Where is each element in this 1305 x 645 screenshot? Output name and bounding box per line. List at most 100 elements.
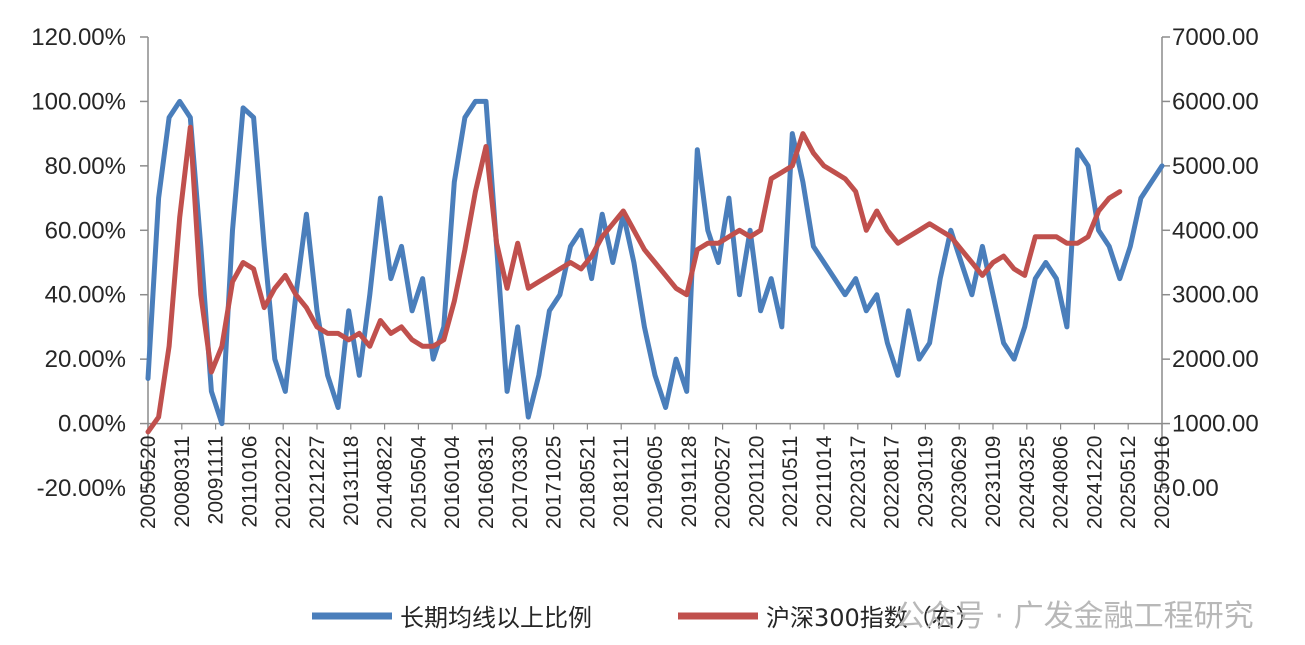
series-0-point xyxy=(759,310,762,312)
series-1-point xyxy=(981,274,984,277)
x-tick-label: 20250916 xyxy=(1151,436,1174,529)
series-1-point xyxy=(707,242,709,244)
series-1-point xyxy=(696,248,699,251)
x-tick-label: 20210511 xyxy=(779,436,802,528)
series-1-point xyxy=(1119,190,1121,193)
series-0-point xyxy=(1150,181,1153,183)
series-0-point xyxy=(643,326,646,328)
series-1-point xyxy=(538,281,540,283)
series-1-point xyxy=(897,242,899,244)
series-0-point xyxy=(802,181,804,183)
series-0-point xyxy=(728,197,730,199)
series-1-point xyxy=(178,216,181,219)
series-1-point xyxy=(347,339,350,341)
x-tick-label: 20180521 xyxy=(576,436,599,529)
series-0-point xyxy=(928,342,931,344)
series-0-point xyxy=(960,261,963,264)
series-0-point xyxy=(358,374,361,377)
x-tick-label: 20150504 xyxy=(407,435,430,529)
series-0-point xyxy=(633,261,635,264)
series-0-point xyxy=(326,374,329,377)
series-0-point xyxy=(907,310,910,312)
series-1-point xyxy=(812,152,815,154)
series-0-point xyxy=(1066,326,1068,328)
series-0-point xyxy=(1161,165,1163,167)
series-0-point xyxy=(950,229,952,232)
series-0-point xyxy=(865,310,868,312)
series-1-point xyxy=(421,345,424,348)
series-0-point xyxy=(770,277,772,280)
right-y-tick-label: 1000.00 xyxy=(1172,411,1259,438)
watermark: 公众号 · 广发金融工程研究 xyxy=(895,599,1254,634)
series-0-point xyxy=(1023,326,1026,328)
series-1-point xyxy=(379,319,382,322)
series-1-point xyxy=(992,261,994,264)
series-0-point xyxy=(696,148,699,151)
x-tick-label: 20131118 xyxy=(340,436,363,526)
x-tick-label: 20170330 xyxy=(509,436,532,529)
series-0-point xyxy=(548,310,551,312)
series-1-point xyxy=(612,223,614,225)
series-0-point xyxy=(654,374,656,377)
x-tick-label: 20230119 xyxy=(914,436,937,528)
series-0-point xyxy=(516,326,519,328)
series-1-point xyxy=(728,235,730,238)
series-0-point xyxy=(464,116,466,119)
series-1-point xyxy=(337,332,339,335)
series-1-point xyxy=(759,229,762,232)
series-0-point xyxy=(559,293,561,296)
right-y-tick-label: 4000.00 xyxy=(1172,217,1259,244)
series-0-point xyxy=(200,245,202,248)
series-1-point xyxy=(252,268,255,270)
series-1-point xyxy=(1045,235,1047,238)
series-1-point xyxy=(358,332,361,335)
series-1-point xyxy=(326,332,329,335)
series-1-point xyxy=(200,293,202,296)
series-0-point xyxy=(738,293,741,296)
series-0-point xyxy=(527,416,530,418)
series-1-point xyxy=(1108,197,1110,199)
series-1-point xyxy=(971,261,973,264)
series-1-point xyxy=(316,326,318,328)
series-0-point xyxy=(231,229,234,232)
left-y-tick-label: 20.00% xyxy=(45,346,126,373)
right-y-tick-label: 7000.00 xyxy=(1172,24,1259,51)
series-0-point xyxy=(284,390,287,393)
x-tick-label: 20230629 xyxy=(948,436,971,529)
series-0-point xyxy=(453,181,456,183)
series-1-point xyxy=(823,165,825,167)
series-1-point xyxy=(1013,268,1015,270)
series-1-point xyxy=(221,345,223,348)
series-0-point xyxy=(1097,229,1100,232)
right-y-tick-label: 5000.00 xyxy=(1172,153,1259,180)
series-1-point xyxy=(284,274,287,277)
series-1-point xyxy=(495,242,498,244)
series-1-point xyxy=(474,190,477,193)
series-0-point xyxy=(580,229,582,232)
series-1-point xyxy=(453,300,456,303)
series-0-point xyxy=(707,229,709,232)
series-1-point xyxy=(432,345,435,348)
series-0-point xyxy=(1108,245,1110,248)
series-0-point xyxy=(485,100,487,103)
series-0-point xyxy=(833,277,836,280)
series-1-point xyxy=(506,287,508,290)
series-0-point xyxy=(612,261,614,264)
left-y-axis-ticks: 120.00% 100.00% 80.00% 60.00% 40.00% 20.00% 0.… xyxy=(31,24,148,502)
series-0-point xyxy=(1140,197,1142,199)
left-y-tick-label: 120.00% xyxy=(31,24,126,51)
x-tick-label: 20241220 xyxy=(1083,436,1106,529)
series-1-point xyxy=(791,165,794,167)
series-1-point xyxy=(643,248,646,251)
series-1-point xyxy=(802,132,804,135)
series-1-point xyxy=(717,242,720,244)
series-1-point xyxy=(675,287,677,290)
series-1-point xyxy=(865,229,868,232)
series-0-point xyxy=(411,310,413,312)
legend-label-series-1: 沪深300指数（右） xyxy=(766,604,980,632)
series-0-point xyxy=(168,116,170,119)
series-0-point xyxy=(474,100,477,103)
x-tick-label: 20171025 xyxy=(543,436,566,529)
series-1-point xyxy=(1023,274,1026,277)
series-0-point xyxy=(844,293,846,296)
